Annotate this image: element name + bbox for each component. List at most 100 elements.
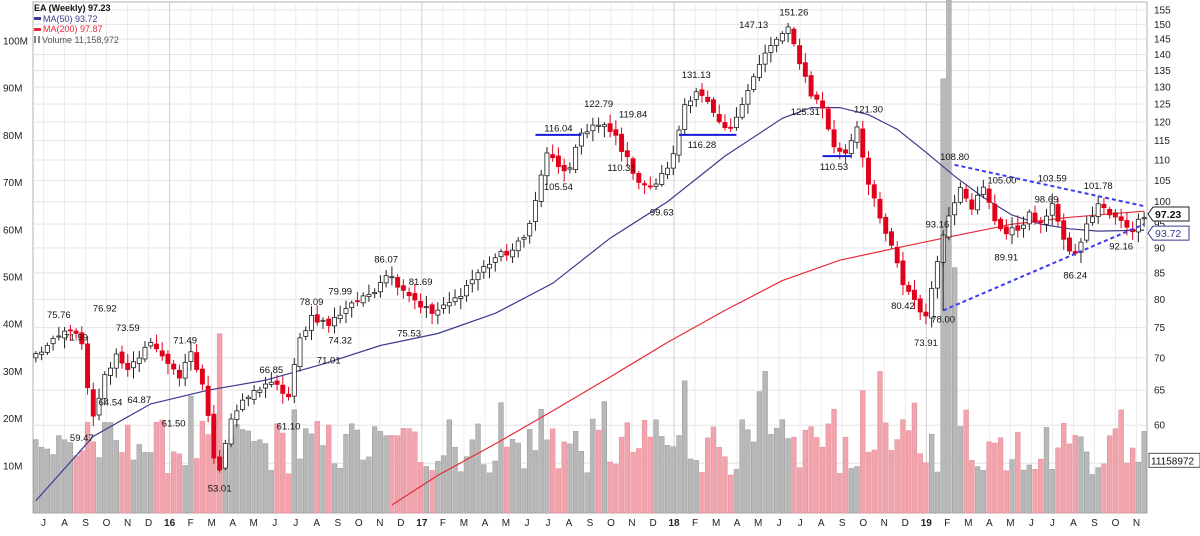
- volume-bar: [240, 430, 245, 513]
- candle-body: [746, 91, 750, 105]
- x-tick-label: S: [587, 518, 594, 529]
- price-annotation: 66.85: [259, 365, 283, 376]
- price-annotation: 116.28: [688, 140, 716, 151]
- candle-body: [884, 217, 888, 233]
- candle-body: [103, 375, 107, 399]
- candle-body: [34, 353, 38, 357]
- volume-bar: [705, 438, 710, 513]
- volume-bar: [1044, 427, 1049, 513]
- legend-volume-value: 11,158,972: [75, 35, 119, 46]
- x-tick-label: M: [460, 518, 468, 529]
- volume-bar: [613, 464, 618, 513]
- candle-body: [826, 109, 830, 129]
- candle-body: [792, 29, 796, 44]
- candle-body: [131, 362, 135, 368]
- price-tick-label: 135: [1154, 66, 1171, 77]
- candle-body: [281, 385, 285, 393]
- price-tick-label: 130: [1154, 82, 1171, 93]
- volume-bar: [889, 450, 894, 513]
- price-annotation: 79.99: [328, 286, 352, 297]
- x-tick-label: S: [839, 518, 846, 529]
- candle-body: [935, 262, 939, 289]
- x-tick-label: O: [103, 518, 111, 529]
- candle-body: [447, 303, 451, 306]
- x-tick-label: A: [482, 518, 489, 529]
- volume-bar: [470, 440, 475, 513]
- price-tick-label: 120: [1154, 117, 1171, 128]
- candle-body: [798, 46, 802, 64]
- volume-bar: [648, 437, 653, 513]
- volume-bar: [969, 460, 974, 513]
- candle-body: [482, 266, 486, 272]
- volume-bar: [1107, 436, 1112, 513]
- candle-body: [769, 45, 773, 52]
- volume-bar: [895, 440, 900, 513]
- volume-bar: [573, 431, 578, 513]
- volume-bar: [1142, 431, 1147, 513]
- x-tick-label: A: [313, 518, 320, 529]
- price-annotation: 53.01: [208, 483, 232, 494]
- candle-body: [108, 368, 112, 375]
- candle-body: [350, 303, 354, 308]
- price-tick-label: 70: [1154, 353, 1166, 364]
- candle-body: [126, 363, 130, 369]
- volume-bar: [246, 431, 251, 513]
- candle-body: [459, 296, 463, 298]
- candle-body: [849, 141, 853, 154]
- x-tick-label: A: [986, 518, 993, 529]
- volume-bar: [809, 427, 814, 513]
- x-tick-label: O: [859, 518, 867, 529]
- volume-bar: [562, 442, 567, 513]
- volume-bar: [631, 452, 636, 513]
- volume-tick-label: 40M: [3, 320, 22, 331]
- volume-bar: [981, 470, 986, 513]
- candle-body: [91, 390, 95, 416]
- volume-bar: [688, 459, 693, 513]
- candle-body: [556, 156, 560, 167]
- volume-bar: [550, 429, 555, 513]
- volume-bar: [843, 437, 848, 513]
- candle-body: [907, 285, 911, 291]
- volume-bar: [665, 445, 670, 513]
- candle-body: [820, 101, 824, 108]
- candle-body: [195, 353, 199, 370]
- x-tick-label: N: [124, 518, 131, 529]
- price-annotation: 131.13: [682, 70, 711, 81]
- volume-bar: [493, 461, 498, 513]
- candle-body: [378, 283, 382, 292]
- volume-bar: [447, 420, 452, 513]
- candle-body: [505, 251, 509, 255]
- volume-bar: [878, 371, 883, 513]
- volume-bar: [91, 442, 96, 513]
- volume-bar: [711, 427, 716, 513]
- candle-body: [694, 92, 698, 100]
- volume-bar: [946, 0, 951, 513]
- price-annotation: 75.76: [47, 310, 71, 321]
- candle-body: [620, 134, 624, 151]
- volume-bar: [441, 456, 446, 513]
- candle-body: [999, 219, 1003, 228]
- price-tick-label: 150: [1154, 20, 1171, 31]
- price-annotation: 76.92: [93, 304, 117, 315]
- candle-body: [1067, 238, 1071, 251]
- volume-tick-label: 100M: [3, 37, 28, 48]
- candle-body: [160, 351, 164, 356]
- volume-bar: [1004, 471, 1009, 513]
- candle-body: [327, 319, 331, 325]
- volume-bar: [1010, 460, 1015, 513]
- volume-bar: [659, 436, 664, 513]
- price-annotation: 78.09: [300, 297, 324, 308]
- volume-bar: [148, 453, 153, 513]
- candle: [539, 170, 543, 207]
- candle-body: [574, 147, 578, 169]
- volume-bar: [499, 403, 504, 513]
- volume-bar: [619, 437, 624, 513]
- candle-body: [585, 132, 589, 134]
- candle-body: [114, 354, 118, 368]
- volume-bar: [1084, 452, 1089, 513]
- volume-bar: [143, 452, 148, 513]
- candle-body: [292, 365, 296, 397]
- price-tick-label: 60: [1154, 421, 1166, 432]
- candle-body: [872, 185, 876, 198]
- candle-body: [487, 264, 491, 268]
